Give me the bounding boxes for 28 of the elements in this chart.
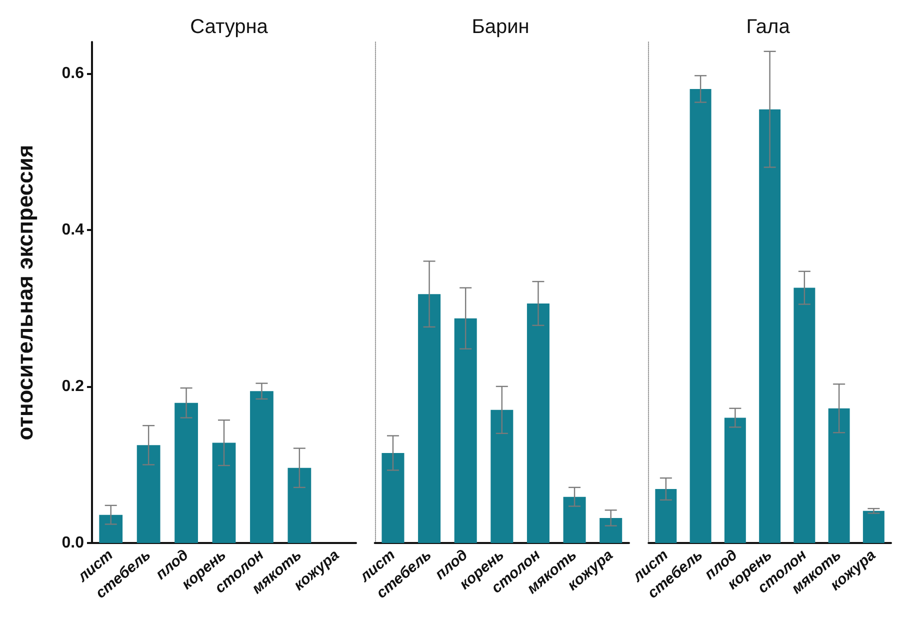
y-tick-label: 0.6 — [62, 64, 84, 82]
bar — [724, 418, 746, 543]
bar — [454, 318, 477, 543]
y-tick-label: 0.4 — [62, 221, 84, 238]
y-tick-label: 0.2 — [62, 378, 84, 395]
bar — [690, 88, 712, 543]
bar — [99, 514, 123, 543]
chart-title: Гала — [746, 16, 791, 38]
bar — [563, 496, 586, 543]
bar — [212, 442, 236, 543]
bar — [759, 109, 781, 543]
bar — [828, 408, 850, 543]
bar — [600, 518, 622, 543]
bar — [174, 402, 198, 543]
bar — [418, 294, 441, 543]
bar — [136, 445, 160, 543]
bar — [526, 303, 550, 543]
bar — [250, 391, 274, 543]
bar — [490, 410, 514, 543]
bar — [794, 288, 816, 543]
chart-title: Барин — [472, 16, 530, 38]
y-axis-title: относительная экспрессия — [12, 144, 38, 440]
y-tick-label: 0.0 — [62, 534, 84, 552]
bar — [655, 488, 677, 543]
bar — [382, 452, 404, 543]
bar — [288, 468, 312, 543]
chart-title: Сатурна — [190, 16, 269, 38]
bar — [862, 510, 884, 543]
